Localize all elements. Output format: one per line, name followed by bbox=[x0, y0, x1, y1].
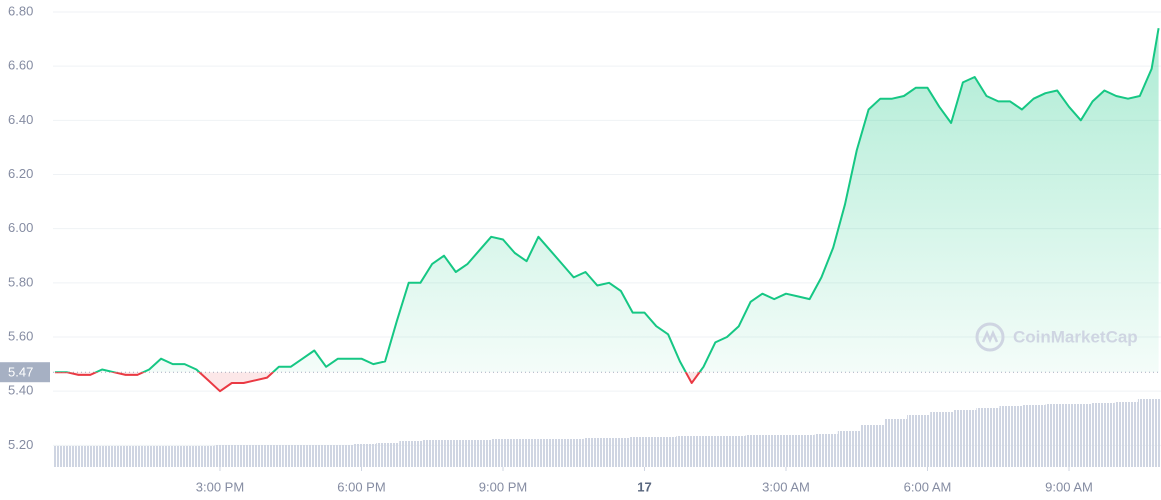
volume-bar bbox=[676, 436, 700, 467]
volume-bar bbox=[699, 436, 723, 467]
volume-bar bbox=[468, 440, 492, 467]
y-tick-label: 5.60 bbox=[8, 328, 33, 343]
baseline-label: 5.47 bbox=[8, 365, 33, 380]
volume-bar bbox=[630, 437, 654, 467]
y-tick-label: 6.40 bbox=[8, 112, 33, 127]
volume-bar bbox=[168, 446, 192, 467]
baseline-label-box bbox=[0, 362, 50, 383]
volume-bar bbox=[237, 445, 261, 467]
volume-bar bbox=[537, 439, 561, 467]
volume-bar bbox=[953, 410, 977, 467]
y-tick-label: 5.20 bbox=[8, 437, 33, 452]
volume-bar bbox=[560, 439, 584, 467]
volume-bar bbox=[76, 446, 100, 467]
x-tick-label: 3:00 PM bbox=[196, 479, 244, 494]
y-tick-label: 6.80 bbox=[8, 3, 33, 18]
volume-bar bbox=[399, 441, 423, 467]
volume-bar bbox=[860, 425, 884, 467]
volume-bar bbox=[491, 439, 515, 467]
x-tick-label: 6:00 AM bbox=[904, 479, 952, 494]
y-tick-label: 6.20 bbox=[8, 166, 33, 181]
x-tick-label: 17 bbox=[637, 479, 651, 494]
volume-bar bbox=[191, 446, 215, 467]
volume-bar bbox=[260, 445, 284, 467]
volume-bar bbox=[422, 440, 446, 467]
volume-bar bbox=[653, 437, 677, 467]
volume-bar bbox=[330, 445, 354, 467]
x-tick-label: 9:00 PM bbox=[479, 479, 527, 494]
area-down bbox=[66, 372, 700, 392]
price-line-up bbox=[54, 28, 1160, 373]
volume-bar bbox=[1022, 405, 1046, 467]
volume-bar bbox=[214, 445, 238, 467]
volume-bar bbox=[722, 436, 746, 467]
volume-bar bbox=[1137, 399, 1161, 467]
volume-bar bbox=[99, 446, 123, 467]
y-tick-label: 6.00 bbox=[8, 220, 33, 235]
watermark: CoinMarketCap bbox=[975, 322, 1138, 352]
volume-bar bbox=[353, 444, 377, 467]
volume-bar bbox=[145, 446, 169, 467]
x-tick-label: 6:00 PM bbox=[337, 479, 385, 494]
price-line-down bbox=[54, 372, 701, 393]
volume-bar bbox=[837, 431, 861, 467]
volume-bar bbox=[745, 435, 769, 467]
volume-bar bbox=[122, 446, 146, 467]
y-tick-label: 6.60 bbox=[8, 58, 33, 73]
volume-bar bbox=[283, 445, 307, 467]
volume-bar bbox=[976, 408, 1000, 467]
volume-bar bbox=[583, 438, 607, 467]
volume-bar bbox=[1091, 403, 1115, 467]
volume-bar bbox=[999, 406, 1023, 467]
volume-bar bbox=[884, 419, 908, 467]
volume-bar bbox=[514, 439, 538, 467]
volume-bar bbox=[607, 438, 631, 467]
x-tick-label: 9:00 AM bbox=[1045, 479, 1093, 494]
volume-bar bbox=[306, 445, 330, 467]
watermark-text: CoinMarketCap bbox=[1013, 327, 1138, 346]
volume-bar bbox=[814, 434, 838, 467]
y-tick-label: 5.40 bbox=[8, 383, 33, 398]
volume-bar bbox=[791, 435, 815, 467]
volume-bar bbox=[1114, 402, 1138, 467]
volume-bar bbox=[445, 440, 469, 467]
volume-bar bbox=[930, 412, 954, 467]
volume-bar bbox=[768, 435, 792, 467]
volume-bar bbox=[53, 446, 77, 467]
volume-bar bbox=[1045, 404, 1069, 467]
volume-bar bbox=[907, 415, 931, 467]
x-tick-label: 3:00 AM bbox=[762, 479, 810, 494]
area-up bbox=[54, 28, 1159, 373]
y-tick-label: 5.80 bbox=[8, 274, 33, 289]
volume-bar bbox=[376, 443, 400, 467]
volume-bar bbox=[1068, 404, 1092, 467]
